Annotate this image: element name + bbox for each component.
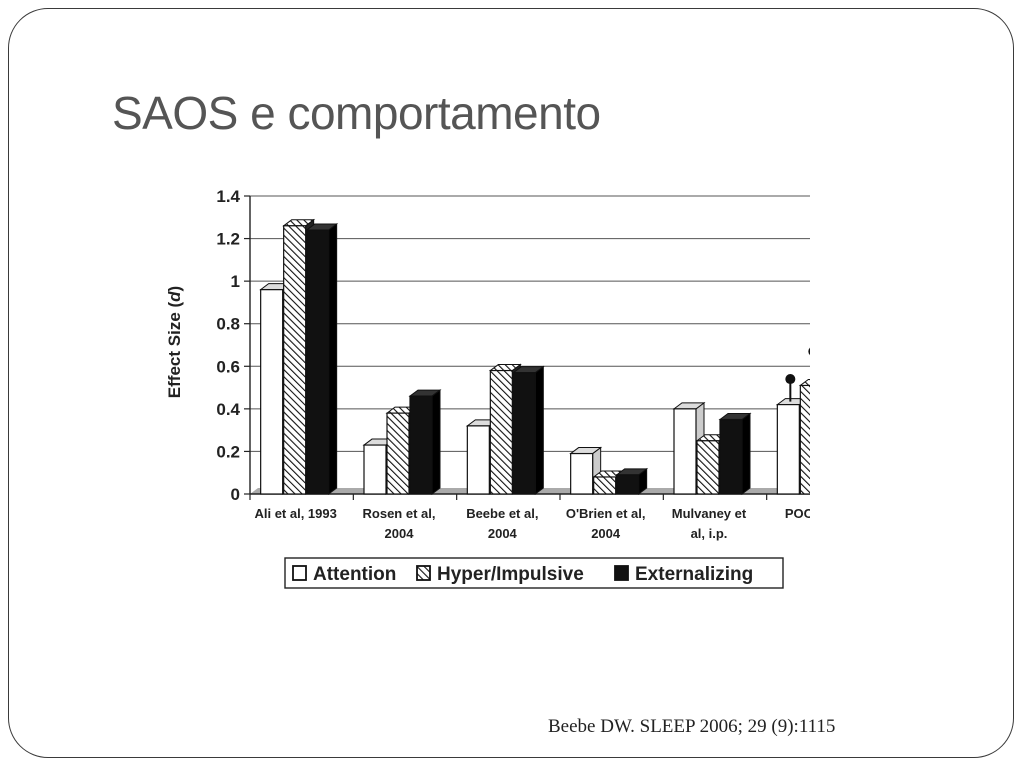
bar-side [431, 389, 441, 495]
x-tick-label: O'Brien et al, [566, 506, 646, 521]
y-tick-label: 1 [231, 272, 240, 291]
bar-front [512, 372, 536, 495]
x-tick-label: 2004 [385, 526, 415, 541]
y-tick-label: 0.4 [216, 400, 240, 419]
y-label-text: Effect Size ( [165, 302, 184, 399]
bar [511, 365, 545, 495]
y-axis: 0 0.2 0.4 0.6 0.8 1 1.2 1.4 [216, 187, 251, 504]
bar-chart: 0 0.2 0.4 0.6 0.8 1 1.2 1.4 Ali et al, 1993 Rose… [165, 187, 810, 589]
bar [798, 378, 810, 495]
bar-front [489, 369, 513, 495]
y-label-text: ) [165, 286, 184, 292]
x-tick-label: 2004 [488, 526, 518, 541]
bar-side [328, 223, 338, 495]
y-tick-label: 1.4 [216, 187, 240, 206]
bar-top [798, 378, 810, 386]
y-tick-label: 0 [231, 485, 240, 504]
bar-front [409, 395, 433, 495]
y-tick-label: 0.2 [216, 442, 240, 461]
legend-box [284, 557, 784, 589]
error-bar-cap [808, 347, 810, 356]
bar-front [260, 289, 284, 495]
bar-front [616, 474, 640, 495]
x-tick-label: Ali et al, 1993 [254, 506, 336, 521]
y-label-symbol: d [165, 291, 184, 302]
bar-front [283, 225, 307, 495]
x-axis: Ali et al, 1993 Rosen et al, 2004 Beebe et … [249, 493, 810, 541]
bar-front [696, 440, 720, 495]
bar-front [363, 444, 387, 495]
legend-swatch [292, 565, 307, 581]
bar [718, 412, 752, 495]
y-axis-label: Effect Size (d) [165, 286, 184, 398]
citation: Beebe DW. SLEEP 2006; 29 (9):1115 [548, 716, 836, 737]
bar [615, 467, 649, 495]
error-bars [785, 347, 810, 402]
y-tick-label: 1.2 [216, 230, 240, 249]
legend: Attention Hyper/Impulsive Externalizing [284, 557, 784, 589]
bars [259, 218, 810, 495]
bar-front [593, 476, 617, 495]
bar-front [386, 412, 410, 495]
legend-label: Attention [313, 564, 396, 585]
y-tick-label: 0.6 [216, 357, 240, 376]
x-tick-label: Mulvaney et [672, 506, 747, 521]
legend-label: Externalizing [635, 564, 753, 585]
bar-front [306, 229, 330, 495]
slide-title: SAOS e comportamento [112, 87, 601, 139]
y-tick-label: 0.8 [216, 315, 240, 334]
bar [305, 223, 339, 495]
bar-front [776, 404, 800, 495]
bar [408, 389, 442, 495]
legend-label: Hyper/Impulsive [437, 564, 584, 585]
bar-front [570, 452, 594, 495]
bar-side [741, 412, 751, 495]
bar-side [534, 365, 544, 495]
bar-front [799, 384, 810, 495]
bar-front [673, 408, 697, 495]
x-tick-label: al, i.p. [691, 526, 728, 541]
x-tick-label: Beebe et al, [466, 506, 538, 521]
legend-swatch [416, 565, 431, 581]
bar-front [466, 425, 490, 495]
error-bar-cap [785, 374, 796, 385]
x-tick-label: POOLED [785, 506, 810, 521]
legend-swatch [614, 565, 629, 581]
x-tick-label: 2004 [591, 526, 621, 541]
x-tick-label: Rosen et al, [363, 506, 436, 521]
bar-front [719, 418, 743, 495]
